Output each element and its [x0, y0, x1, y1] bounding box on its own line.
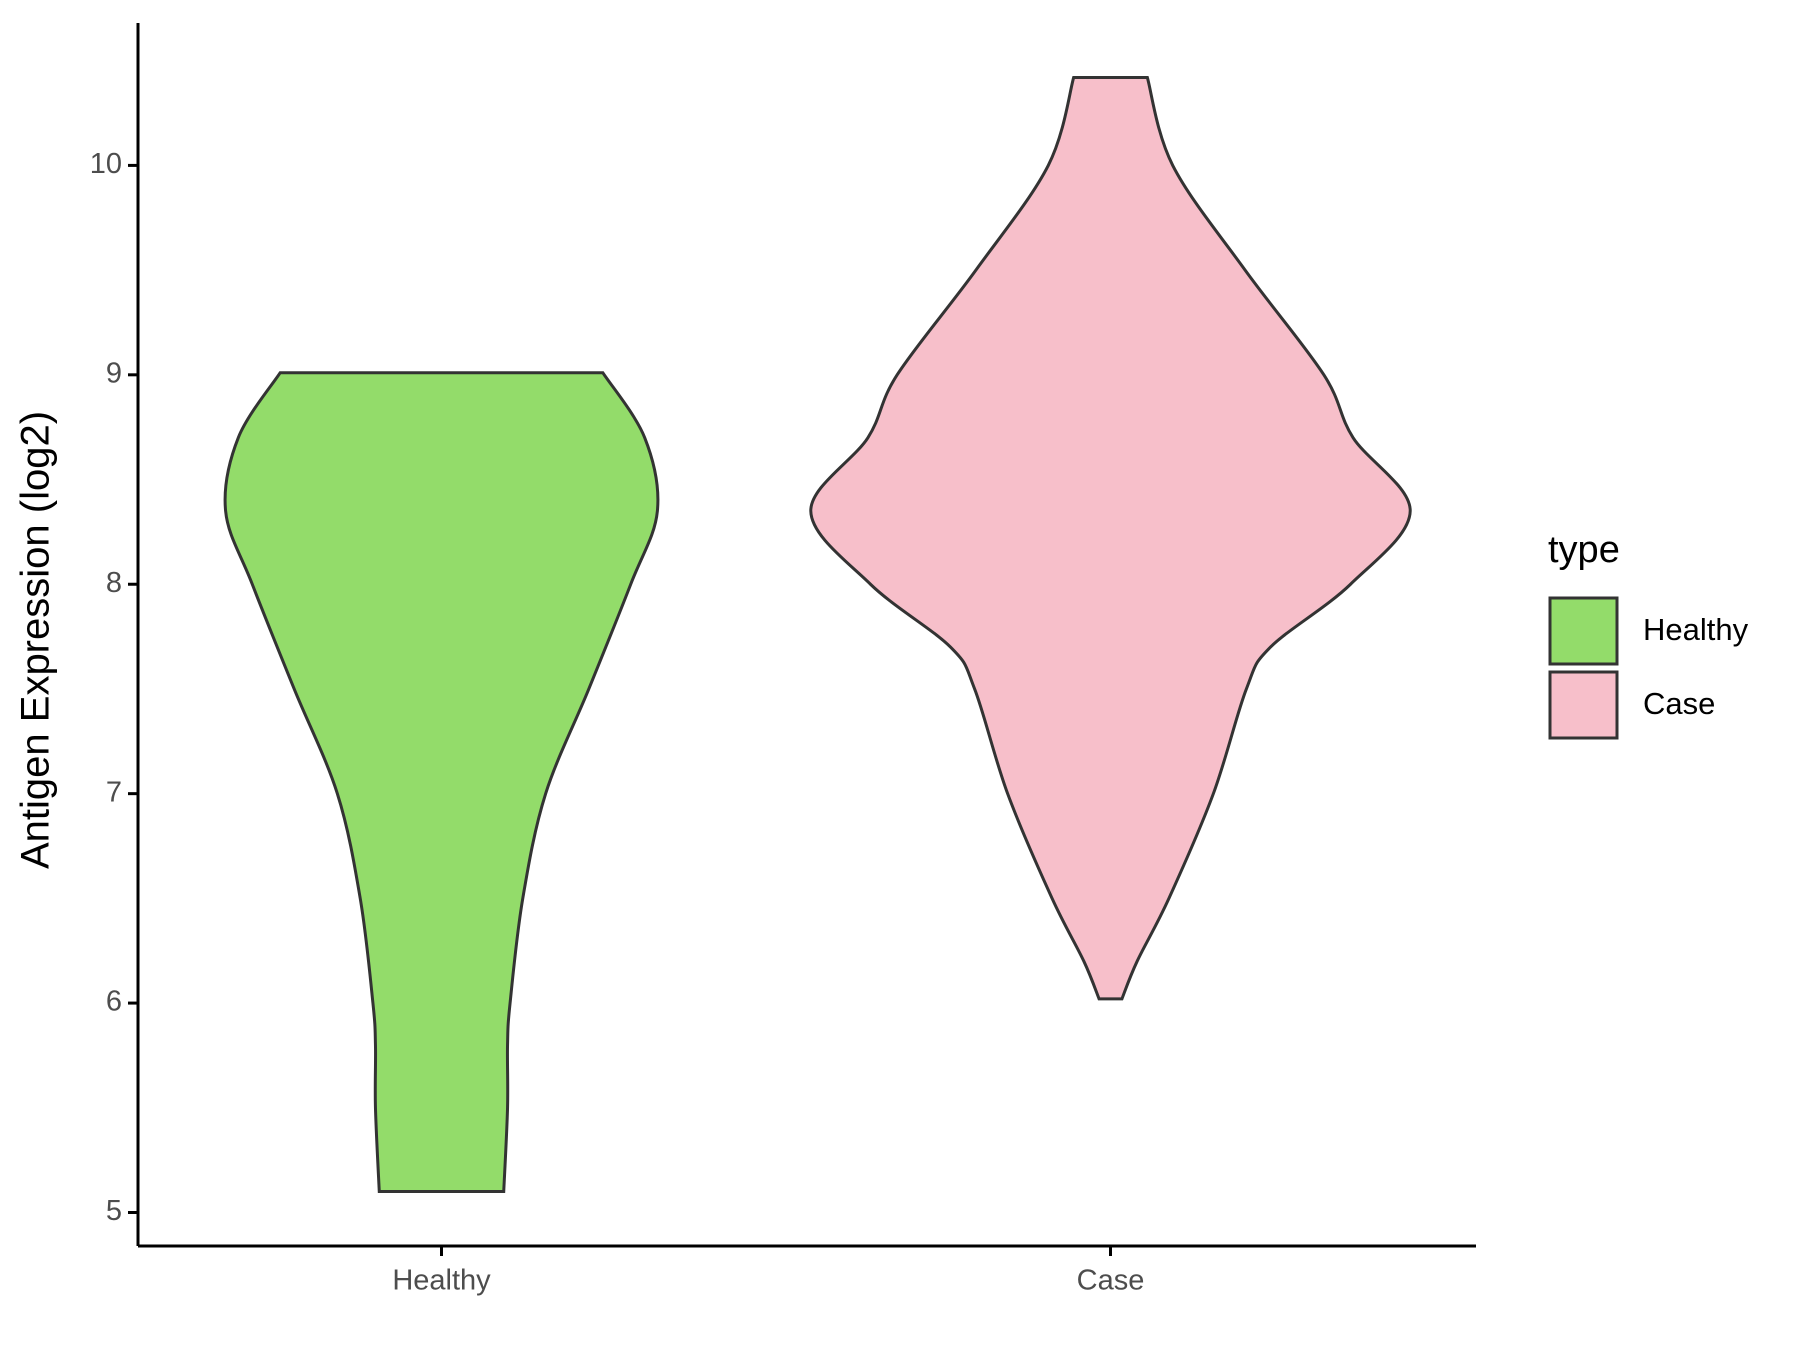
x-tick-label: Case [1077, 1265, 1145, 1297]
y-tick-label: 9 [106, 357, 122, 389]
legend-swatch [1548, 596, 1619, 666]
violin [809, 75, 1412, 1001]
y-tick-label: 5 [106, 1195, 122, 1227]
y-tick-label: 6 [106, 986, 122, 1018]
y-tick-label: 7 [106, 776, 122, 808]
y-axis-label: Antigen Expression (log2) [14, 411, 58, 869]
y-tick-label: 10 [90, 148, 122, 180]
legend-label: Healthy [1643, 612, 1749, 647]
legend-swatch [1548, 670, 1619, 740]
legend-title: type [1548, 529, 1620, 571]
legend-label: Case [1643, 686, 1715, 721]
y-tick-label: 8 [106, 567, 122, 599]
x-tick-label: Healthy [392, 1265, 491, 1297]
violin [223, 371, 660, 1194]
